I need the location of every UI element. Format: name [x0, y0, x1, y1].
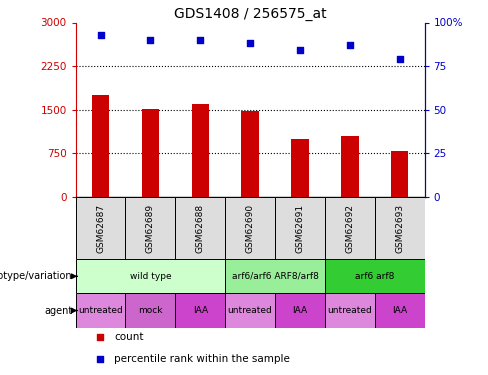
Text: GSM62688: GSM62688	[196, 204, 205, 253]
Bar	[191, 105, 209, 197]
Text: count: count	[114, 332, 143, 342]
Bar	[76, 293, 125, 328]
Text: GSM62687: GSM62687	[96, 204, 105, 253]
Bar	[391, 151, 408, 197]
Text: agent: agent	[44, 306, 72, 315]
Bar	[225, 259, 325, 293]
Point	[296, 47, 304, 53]
Text: untreated: untreated	[327, 306, 372, 315]
Bar	[142, 108, 159, 197]
Bar	[325, 197, 375, 259]
Text: arf6/arf6 ARF8/arf8: arf6/arf6 ARF8/arf8	[232, 272, 319, 281]
Text: IAA: IAA	[392, 306, 407, 315]
Point	[196, 37, 204, 43]
Text: untreated: untreated	[78, 306, 123, 315]
Text: IAA: IAA	[193, 306, 208, 315]
Text: GSM62689: GSM62689	[146, 204, 155, 253]
Text: mock: mock	[138, 306, 163, 315]
Bar	[225, 197, 275, 259]
Text: GSM62692: GSM62692	[346, 204, 354, 252]
Bar	[242, 111, 259, 197]
Bar	[225, 293, 275, 328]
Bar	[76, 197, 125, 259]
Bar	[275, 293, 325, 328]
Text: GSM62693: GSM62693	[395, 204, 404, 253]
Point	[396, 56, 404, 62]
Bar	[175, 293, 225, 328]
Text: GSM62691: GSM62691	[295, 204, 305, 253]
Text: genotype/variation: genotype/variation	[0, 271, 72, 281]
Bar	[92, 95, 109, 197]
Point	[246, 40, 254, 46]
Point	[146, 37, 154, 43]
Text: untreated: untreated	[228, 306, 272, 315]
Bar	[76, 259, 225, 293]
Bar	[375, 197, 425, 259]
Point	[96, 356, 104, 362]
Title: GDS1408 / 256575_at: GDS1408 / 256575_at	[174, 8, 326, 21]
Bar	[375, 293, 425, 328]
Point	[97, 32, 104, 38]
Bar	[325, 259, 425, 293]
Bar	[325, 293, 375, 328]
Bar	[175, 197, 225, 259]
Text: arf6 arf8: arf6 arf8	[355, 272, 394, 281]
Text: percentile rank within the sample: percentile rank within the sample	[114, 354, 290, 364]
Bar	[291, 139, 309, 197]
Text: wild type: wild type	[130, 272, 171, 281]
Bar	[341, 136, 359, 197]
Point	[96, 334, 104, 340]
Point	[346, 42, 354, 48]
Bar	[125, 197, 175, 259]
Text: IAA: IAA	[292, 306, 307, 315]
Bar	[275, 197, 325, 259]
Text: GSM62690: GSM62690	[245, 204, 255, 253]
Bar	[125, 293, 175, 328]
